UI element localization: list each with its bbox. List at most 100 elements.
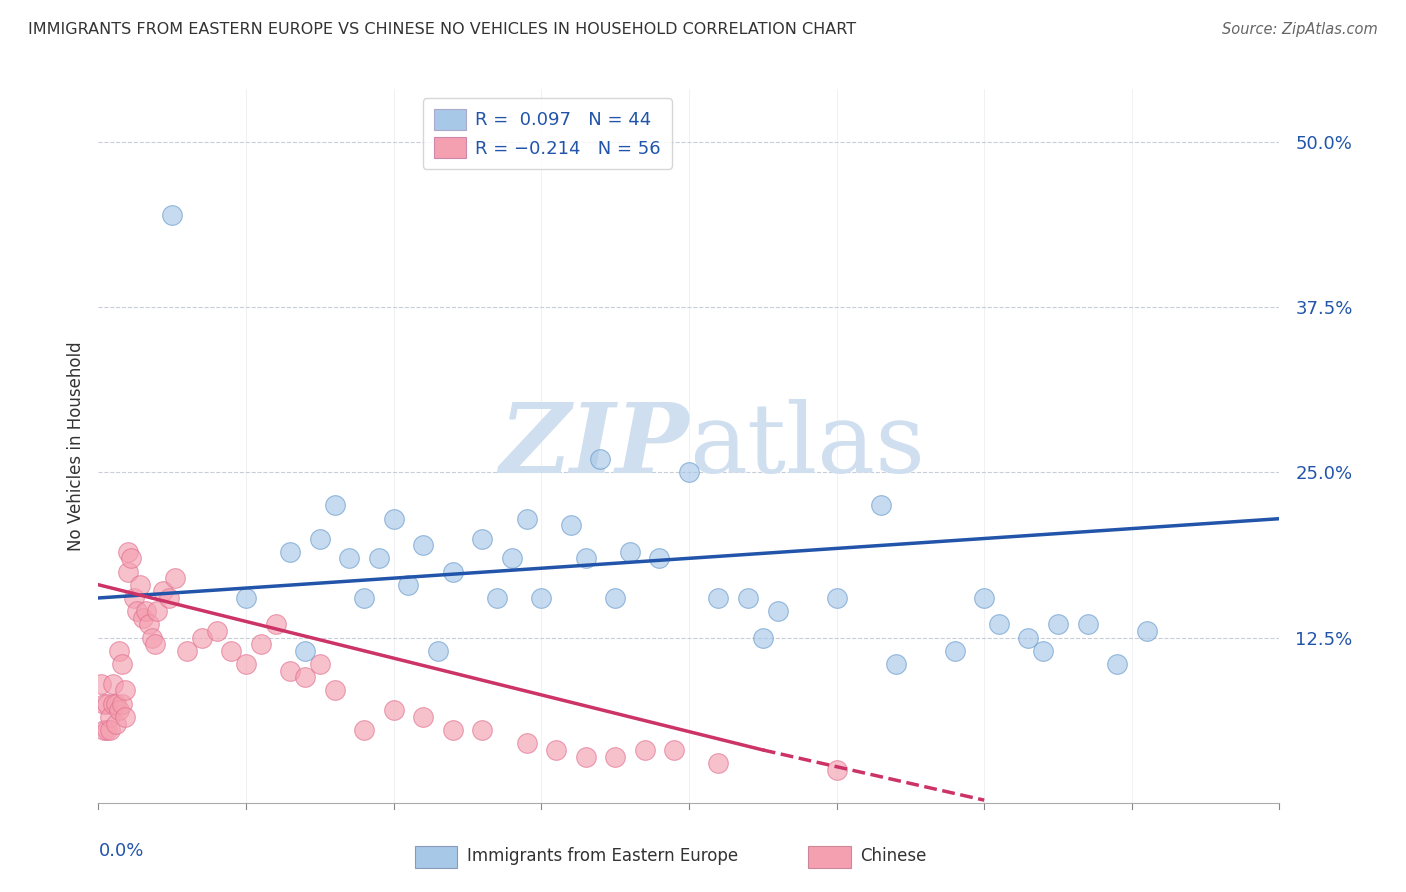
Point bbox=[128, 578, 150, 592]
Point bbox=[157, 591, 180, 605]
Point bbox=[152, 584, 174, 599]
Point bbox=[1077, 617, 1099, 632]
Point bbox=[574, 749, 596, 764]
Point bbox=[103, 697, 125, 711]
Point bbox=[382, 511, 405, 525]
Point bbox=[120, 551, 142, 566]
Point bbox=[869, 499, 891, 513]
Point bbox=[235, 657, 257, 671]
Point bbox=[560, 518, 582, 533]
Point bbox=[114, 683, 136, 698]
Point bbox=[146, 604, 169, 618]
Point bbox=[544, 743, 567, 757]
Point bbox=[191, 631, 214, 645]
Point bbox=[1046, 617, 1069, 632]
Text: atlas: atlas bbox=[689, 399, 925, 493]
Point bbox=[619, 545, 641, 559]
Point bbox=[943, 644, 966, 658]
Point bbox=[1135, 624, 1157, 638]
Point bbox=[884, 657, 907, 671]
Point bbox=[707, 756, 730, 771]
Point bbox=[633, 743, 655, 757]
Point bbox=[103, 677, 125, 691]
Point bbox=[605, 749, 627, 764]
Point bbox=[132, 611, 155, 625]
Point bbox=[396, 578, 419, 592]
Point bbox=[264, 617, 287, 632]
Point bbox=[441, 565, 464, 579]
Point bbox=[471, 532, 494, 546]
Point bbox=[117, 565, 139, 579]
Point bbox=[143, 637, 166, 651]
Point bbox=[93, 723, 115, 738]
Point bbox=[605, 591, 627, 605]
Point bbox=[235, 591, 257, 605]
Point bbox=[515, 511, 537, 525]
Point bbox=[205, 624, 228, 638]
Point bbox=[176, 644, 198, 658]
Point bbox=[323, 499, 346, 513]
Point bbox=[766, 604, 789, 618]
Point bbox=[1017, 631, 1039, 645]
Point bbox=[93, 697, 115, 711]
Point bbox=[427, 644, 450, 658]
Point bbox=[825, 763, 848, 777]
Text: 0.0%: 0.0% bbox=[98, 842, 143, 860]
Point bbox=[825, 591, 848, 605]
Point bbox=[751, 631, 773, 645]
Point bbox=[987, 617, 1010, 632]
Text: Source: ZipAtlas.com: Source: ZipAtlas.com bbox=[1222, 22, 1378, 37]
Point bbox=[648, 551, 671, 566]
Point bbox=[973, 591, 995, 605]
Point bbox=[294, 644, 316, 658]
Point bbox=[501, 551, 523, 566]
Point bbox=[250, 637, 273, 651]
Text: Chinese: Chinese bbox=[860, 847, 927, 865]
Point bbox=[162, 208, 183, 222]
Point bbox=[111, 697, 134, 711]
Text: IMMIGRANTS FROM EASTERN EUROPE VS CHINESE NO VEHICLES IN HOUSEHOLD CORRELATION C: IMMIGRANTS FROM EASTERN EUROPE VS CHINES… bbox=[28, 22, 856, 37]
Point bbox=[574, 551, 596, 566]
Point bbox=[678, 466, 700, 480]
Point bbox=[278, 664, 302, 678]
Point bbox=[141, 631, 163, 645]
Point bbox=[90, 677, 112, 691]
Point bbox=[98, 723, 121, 738]
Point bbox=[737, 591, 759, 605]
Text: ZIP: ZIP bbox=[499, 399, 689, 493]
Text: Immigrants from Eastern Europe: Immigrants from Eastern Europe bbox=[467, 847, 738, 865]
Point bbox=[117, 545, 139, 559]
Point bbox=[105, 697, 128, 711]
Point bbox=[471, 723, 494, 738]
Point bbox=[96, 723, 118, 738]
Point bbox=[412, 710, 434, 724]
Point bbox=[309, 532, 332, 546]
Point bbox=[108, 644, 131, 658]
Point bbox=[515, 736, 537, 750]
Point bbox=[412, 538, 434, 552]
Point bbox=[114, 710, 136, 724]
Point bbox=[111, 657, 134, 671]
Point bbox=[486, 591, 509, 605]
Point bbox=[108, 703, 131, 717]
Point bbox=[278, 545, 302, 559]
Point bbox=[122, 591, 145, 605]
Point bbox=[589, 452, 612, 467]
Point bbox=[664, 743, 686, 757]
Point bbox=[294, 670, 316, 684]
Point bbox=[353, 723, 375, 738]
Point bbox=[323, 683, 346, 698]
Point bbox=[530, 591, 553, 605]
Point bbox=[337, 551, 360, 566]
Point bbox=[219, 644, 242, 658]
Point bbox=[441, 723, 464, 738]
Point bbox=[368, 551, 391, 566]
Point bbox=[165, 571, 187, 585]
Point bbox=[105, 716, 128, 731]
Y-axis label: No Vehicles in Household: No Vehicles in Household bbox=[66, 341, 84, 551]
Point bbox=[309, 657, 332, 671]
Point bbox=[1105, 657, 1128, 671]
Legend: R =  0.097   N = 44, R = −0.214   N = 56: R = 0.097 N = 44, R = −0.214 N = 56 bbox=[423, 98, 672, 169]
Point bbox=[707, 591, 730, 605]
Point bbox=[125, 604, 148, 618]
